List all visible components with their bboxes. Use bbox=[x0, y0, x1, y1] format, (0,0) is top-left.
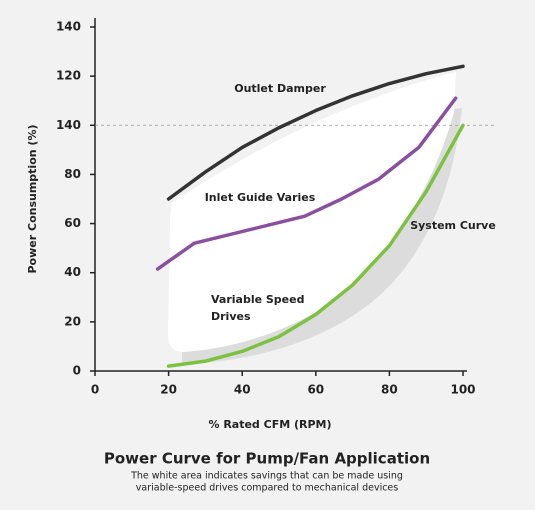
series-line bbox=[155, 96, 458, 271]
x-tick-label: 100 bbox=[450, 383, 475, 397]
series-label: System Curve bbox=[410, 219, 496, 232]
chart-title: Power Curve for Pump/Fan Application bbox=[104, 450, 430, 468]
y-tick-label: 0 bbox=[73, 364, 81, 378]
y-tick-label: 80 bbox=[64, 167, 81, 181]
subtitle: variable-speed drives compared to mechan… bbox=[136, 483, 399, 494]
series-line bbox=[166, 123, 465, 368]
y-tick-label: 20 bbox=[64, 314, 81, 328]
y-axis-label: Power Consumption (%) bbox=[26, 125, 39, 274]
x-tick-label: 20 bbox=[160, 383, 177, 397]
y-tick-label: 140 bbox=[56, 20, 81, 34]
series-label: Outlet Damper bbox=[234, 82, 326, 95]
series-label: Inlet Guide Varies bbox=[205, 191, 316, 204]
annotation: Variable Speed bbox=[211, 293, 304, 306]
x-tick-label: 80 bbox=[381, 383, 398, 397]
x-tick-label: 0 bbox=[91, 383, 99, 397]
y-tick-label: 60 bbox=[64, 216, 81, 230]
annotation: Drives bbox=[211, 310, 251, 323]
series-line bbox=[166, 64, 465, 201]
y-tick-label: 140 bbox=[56, 118, 81, 132]
x-axis-label: % Rated CFM (RPM) bbox=[208, 418, 331, 431]
subtitle: The white area indicates savings that ca… bbox=[130, 471, 403, 482]
y-tick-label: 40 bbox=[64, 265, 81, 279]
x-tick-label: 60 bbox=[307, 383, 324, 397]
x-tick-label: 40 bbox=[234, 383, 251, 397]
y-tick-label: 120 bbox=[56, 69, 81, 83]
